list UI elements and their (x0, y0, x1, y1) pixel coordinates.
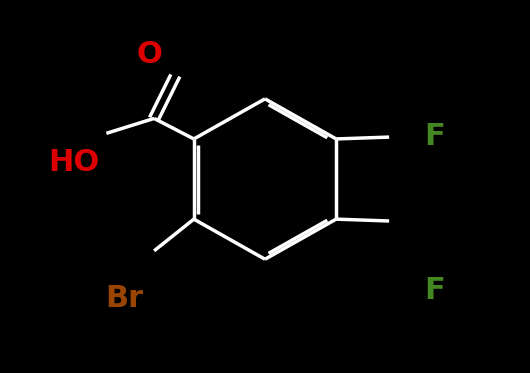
Text: F: F (424, 122, 445, 151)
Text: Br: Br (105, 284, 144, 313)
Text: O: O (137, 40, 162, 69)
Text: HO: HO (49, 148, 100, 177)
Text: F: F (424, 276, 445, 305)
